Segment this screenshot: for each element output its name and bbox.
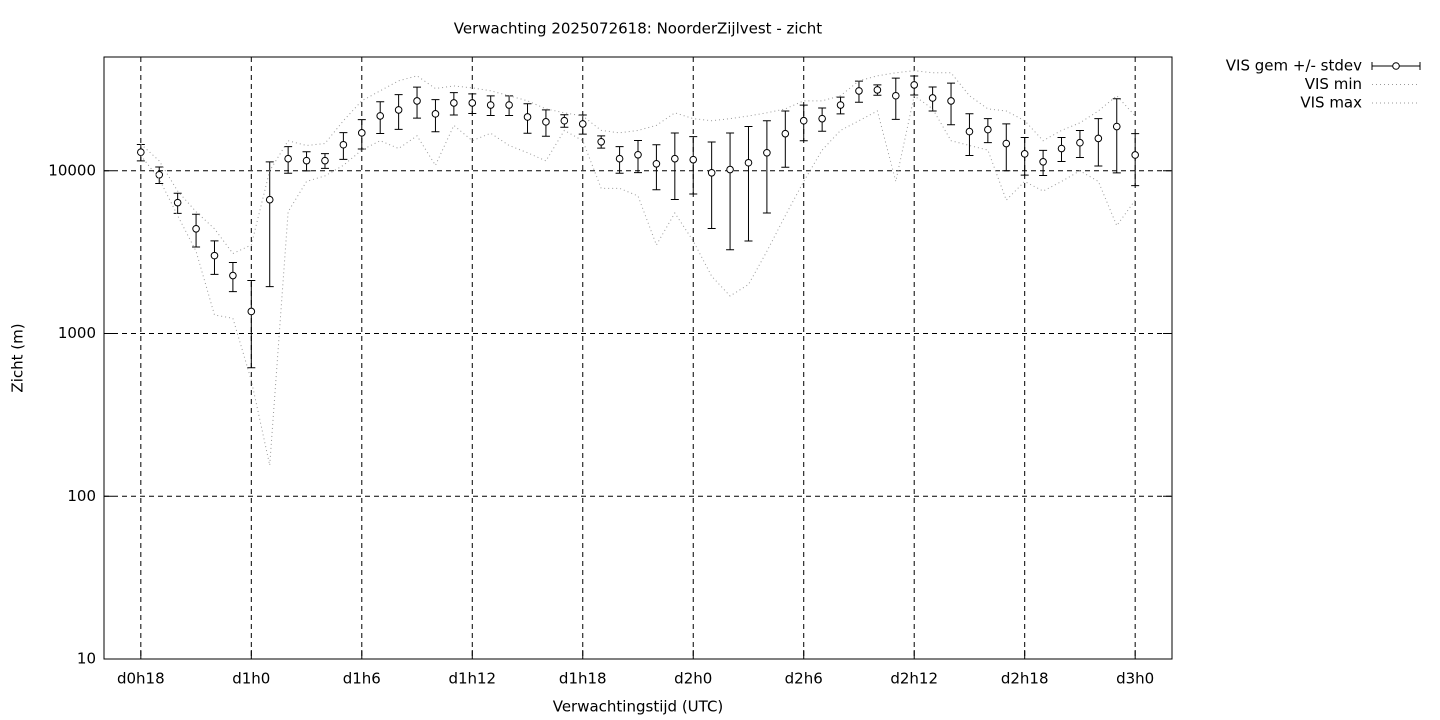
x-axis-label: Verwachtingstijd (UTC) [553, 698, 724, 716]
error-bar [247, 280, 256, 369]
legend-swatch [1392, 62, 1400, 70]
mean-point [965, 127, 974, 136]
mean-point [763, 148, 771, 157]
error-bar [1131, 133, 1140, 187]
mean-point [137, 148, 145, 157]
y-tick-label: 1000 [58, 324, 96, 342]
mean-point [229, 271, 237, 280]
x-tick-label: d3h0 [1116, 670, 1154, 688]
mean-point [873, 86, 882, 94]
mean-point [413, 97, 421, 105]
mean-point [468, 99, 477, 107]
mean-point [1112, 122, 1121, 131]
mean-point [155, 170, 164, 179]
mean-point [836, 101, 845, 109]
chart-title: Verwachting 2025072618: NoorderZijlvest … [454, 20, 823, 38]
legend-label: VIS max [1300, 94, 1362, 112]
x-tick-label: d1h12 [448, 670, 496, 688]
mean-point [597, 137, 605, 146]
x-tick-label: d0h18 [117, 670, 165, 688]
mean-point [1057, 144, 1066, 153]
error-bar [689, 136, 698, 195]
mean-point [1002, 139, 1011, 148]
mean-point [1094, 134, 1103, 143]
legend-label: VIS gem +/- stdev [1226, 57, 1362, 75]
mean-point [1020, 150, 1029, 158]
mean-point [339, 140, 348, 149]
mean-point [431, 110, 440, 118]
error-bar [1002, 123, 1011, 172]
mean-point [984, 125, 992, 134]
mean-point [910, 81, 919, 89]
mean-point [357, 129, 366, 137]
mean-point [1131, 151, 1139, 159]
mean-point [560, 116, 569, 125]
mean-point [947, 97, 955, 105]
y-tick-label: 10 [77, 650, 96, 668]
error-bar [1094, 118, 1103, 167]
mean-point [744, 158, 753, 167]
mean-point [192, 224, 200, 233]
mean-point [634, 150, 642, 159]
mean-point [505, 101, 513, 109]
error-bar [265, 161, 274, 288]
mean-point [302, 156, 311, 165]
error-bar [781, 110, 790, 168]
legend-label: VIS min [1305, 75, 1362, 93]
mean-point [726, 165, 734, 174]
mean-point [284, 154, 292, 163]
mean-point [523, 113, 532, 121]
mean-point [247, 307, 256, 316]
mean-point [173, 198, 182, 207]
mean-point [928, 94, 937, 102]
mean-point [321, 156, 329, 165]
y-tick-label: 100 [67, 487, 96, 505]
error-bar [707, 141, 716, 229]
mean-point [799, 116, 808, 125]
x-tick-label: d2h0 [674, 670, 712, 688]
x-tick-label: d1h0 [232, 670, 270, 688]
error-bar [744, 126, 753, 242]
error-bar [1112, 98, 1121, 174]
mean-point [1039, 158, 1047, 166]
x-tick-label: d2h12 [890, 670, 938, 688]
mean-point [689, 155, 698, 164]
x-tick-label: d2h6 [785, 670, 823, 688]
mean-point [394, 106, 403, 114]
mean-point [781, 129, 790, 138]
x-tick-label: d1h18 [559, 670, 607, 688]
error-bar [670, 132, 679, 200]
x-tick-label: d1h6 [343, 670, 381, 688]
y-tick-label: 10000 [48, 161, 96, 179]
error-bar [726, 132, 735, 251]
y-axis-label: Zicht (m) [9, 323, 27, 392]
mean-point [265, 195, 274, 204]
mean-point [891, 91, 900, 100]
mean-point [855, 87, 863, 95]
mean-point [818, 114, 826, 123]
mean-point [1076, 138, 1084, 147]
error-bar [762, 120, 771, 214]
mean-point [578, 120, 587, 128]
mean-point [707, 168, 716, 177]
mean-point [376, 112, 385, 120]
x-tick-label: d2h18 [1001, 670, 1049, 688]
mean-point [542, 118, 550, 126]
mean-point [210, 251, 219, 260]
mean-point [671, 154, 679, 163]
mean-point [450, 99, 458, 107]
mean-point [486, 101, 495, 109]
mean-point [615, 154, 624, 163]
mean-point [652, 159, 661, 168]
